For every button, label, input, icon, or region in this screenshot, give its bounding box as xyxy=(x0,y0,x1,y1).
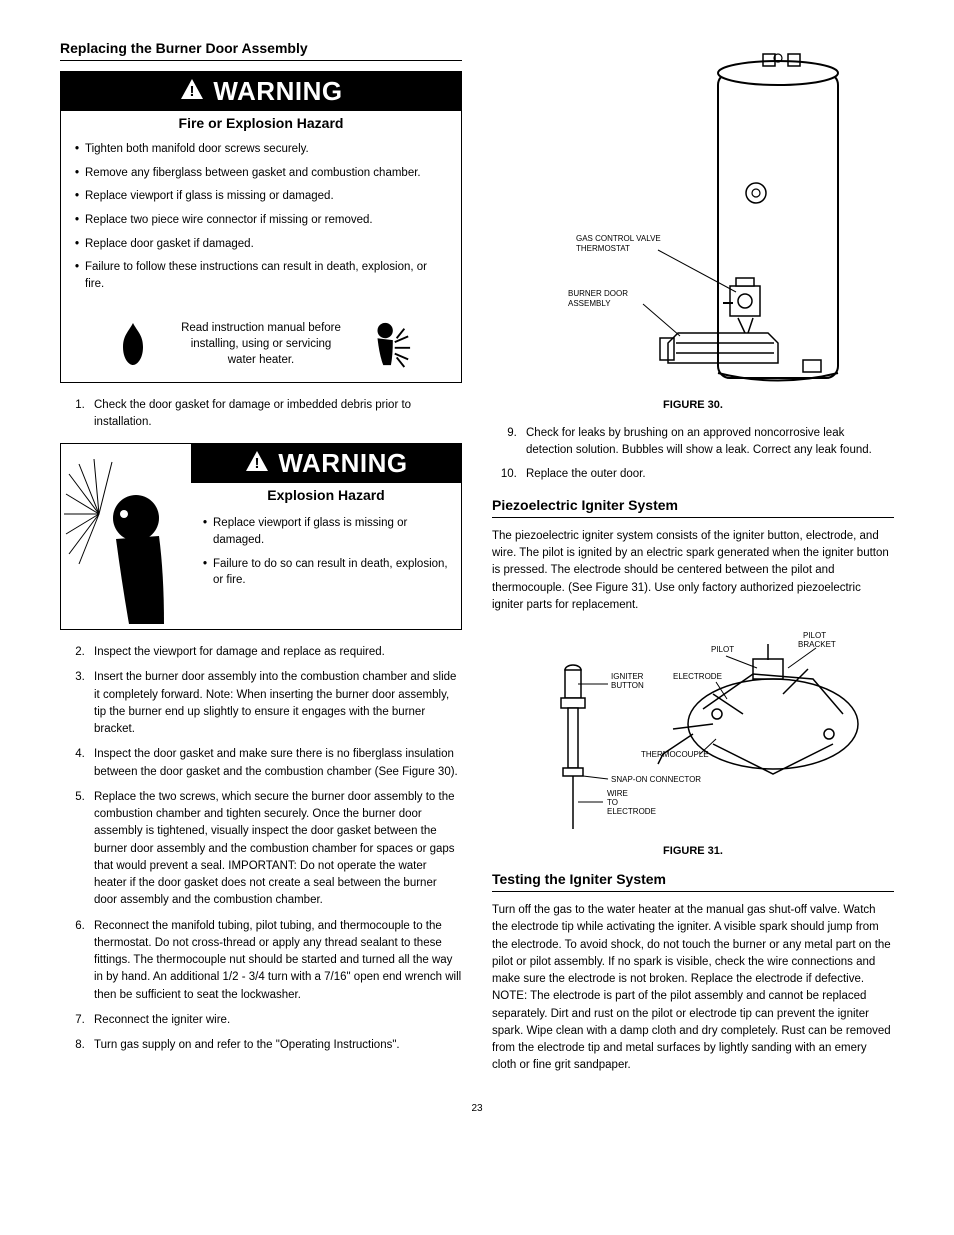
warning-body: Tighten both manifold door screws secure… xyxy=(61,135,461,310)
page-number: 23 xyxy=(60,1103,894,1114)
testing-paragraph: Turn off the gas to the water heater at … xyxy=(492,902,894,1075)
step-item: Inspect the viewport for damage and repl… xyxy=(88,644,462,661)
warning-footer-row: Read instruction manual before installin… xyxy=(61,310,461,382)
svg-text:!: ! xyxy=(255,455,260,472)
fig31-label-thermocouple: THERMOCOUPLE xyxy=(641,750,709,759)
warning-bullet: Failure to do so can result in death, ex… xyxy=(203,556,449,589)
fig31-label-wire-l3: ELECTRODE xyxy=(607,807,656,816)
explosion-person-icon xyxy=(366,318,412,370)
warning2-content: ! WARNING Explosion Hazard Replace viewp… xyxy=(191,444,461,629)
warning-subtitle: Explosion Hazard xyxy=(191,483,461,507)
warning-subtitle: Fire or Explosion Hazard xyxy=(61,111,461,135)
heading-replacing-burner: Replacing the Burner Door Assembly xyxy=(60,40,462,61)
fig31-label-wire-l1: WIRE xyxy=(607,789,628,798)
warning-body: Replace viewport if glass is missing or … xyxy=(191,507,461,604)
warning-triangle-icon: ! xyxy=(244,450,270,477)
warning-footer-text: Read instruction manual before installin… xyxy=(176,320,346,368)
steps-list-2to8: Inspect the viewport for damage and repl… xyxy=(60,644,462,1054)
step-item: Reconnect the igniter wire. xyxy=(88,1012,462,1029)
fig31-label-igniter-l2: BUTTON xyxy=(611,681,644,690)
svg-text:THERMOSTAT: THERMOSTAT xyxy=(576,244,630,253)
svg-text:ELECTRODE: ELECTRODE xyxy=(607,807,656,816)
warning-box-explosion: ! WARNING Explosion Hazard Replace viewp… xyxy=(60,443,462,630)
svg-text:GAS CONTROL VALVE: GAS CONTROL VALVE xyxy=(576,234,661,243)
svg-text:BURNER DOOR: BURNER DOOR xyxy=(568,289,628,298)
step-item: Check for leaks by brushing on an approv… xyxy=(520,425,894,460)
svg-text:BRACKET: BRACKET xyxy=(798,640,836,649)
svg-text:ASSEMBLY: ASSEMBLY xyxy=(568,299,611,308)
warning-box-fire-explosion: ! WARNING Fire or Explosion Hazard Tight… xyxy=(60,71,462,383)
svg-text:WIRE: WIRE xyxy=(607,789,628,798)
heading-piezo: Piezoelectric Igniter System xyxy=(492,497,894,518)
step-item: Inspect the door gasket and make sure th… xyxy=(88,746,462,781)
step-item: Replace the two screws, which secure the… xyxy=(88,789,462,910)
fig31-label-bracket-l2: BRACKET xyxy=(798,640,836,649)
left-column: Replacing the Burner Door Assembly ! WAR… xyxy=(60,40,462,1085)
warning-bullet: Tighten both manifold door screws secure… xyxy=(75,141,447,158)
svg-text:PILOT: PILOT xyxy=(803,631,826,640)
warning-header: ! WARNING xyxy=(191,444,461,483)
fig31-label-wire-l2: TO xyxy=(607,798,618,807)
figure31-caption: FIGURE 31. xyxy=(492,845,894,857)
figure-31: IGNITER BUTTON PILOT PILOT BRACKET ELECT… xyxy=(492,624,894,857)
figure30-caption: FIGURE 30. xyxy=(492,399,894,411)
fig31-label-electrode: ELECTRODE xyxy=(673,672,722,681)
fig31-label-bracket-l1: PILOT xyxy=(803,631,826,640)
step-item: Replace the outer door. xyxy=(520,466,894,483)
warning-bullet: Replace two piece wire connector if miss… xyxy=(75,212,447,229)
warning-bullet: Failure to follow these instructions can… xyxy=(75,259,447,292)
step-item: Insert the burner door assembly into the… xyxy=(88,669,462,738)
warning-title: WARNING xyxy=(213,76,342,107)
water-heater-diagram-icon: GAS CONTROL VALVE THERMOSTAT BURNER DOOR… xyxy=(538,48,848,388)
warning-title: WARNING xyxy=(278,448,407,479)
heading-testing: Testing the Igniter System xyxy=(492,871,894,892)
igniter-diagram-icon: IGNITER BUTTON PILOT PILOT BRACKET ELECT… xyxy=(513,624,873,834)
fire-icon xyxy=(110,318,156,370)
warning-bullet: Replace viewport if glass is missing or … xyxy=(203,515,449,548)
warning-bullet: Replace door gasket if damaged. xyxy=(75,236,447,253)
svg-text:!: ! xyxy=(190,83,195,100)
warning-triangle-icon: ! xyxy=(179,78,205,105)
svg-text:BUTTON: BUTTON xyxy=(611,681,644,690)
warning-bullet: Remove any fiberglass between gasket and… xyxy=(75,165,447,182)
page-content: Replacing the Burner Door Assembly ! WAR… xyxy=(60,40,894,1085)
step-item: Reconnect the manifold tubing, pilot tub… xyxy=(88,918,462,1004)
figure-30: GAS CONTROL VALVE THERMOSTAT BURNER DOOR… xyxy=(492,48,894,411)
fig30-label-burner-l1: BURNER DOOR xyxy=(568,289,628,298)
explosion-graphic-icon xyxy=(61,444,191,629)
fig30-label-burner-l2: ASSEMBLY xyxy=(568,299,611,308)
fig31-label-snap: SNAP-ON CONNECTOR xyxy=(611,775,701,784)
fig31-label-igniter-l1: IGNITER xyxy=(611,672,644,681)
step-item: Turn gas supply on and refer to the "Ope… xyxy=(88,1037,462,1054)
fig30-label-valve-l2: THERMOSTAT xyxy=(576,244,630,253)
warning-bullet: Replace viewport if glass is missing or … xyxy=(75,188,447,205)
steps-list-1: Check the door gasket for damage or imbe… xyxy=(60,397,462,432)
steps-9-10-wrap: Check for leaks by brushing on an approv… xyxy=(492,425,894,483)
warning-header: ! WARNING xyxy=(61,72,461,111)
fig31-label-pilot: PILOT xyxy=(711,645,734,654)
piezo-paragraph: The piezoelectric igniter system consist… xyxy=(492,528,894,614)
fig30-label-valve-l1: GAS CONTROL VALVE xyxy=(576,234,661,243)
svg-text:IGNITER: IGNITER xyxy=(611,672,644,681)
svg-text:TO: TO xyxy=(607,798,618,807)
step-item: Check the door gasket for damage or imbe… xyxy=(88,397,462,432)
right-column: GAS CONTROL VALVE THERMOSTAT BURNER DOOR… xyxy=(492,40,894,1085)
